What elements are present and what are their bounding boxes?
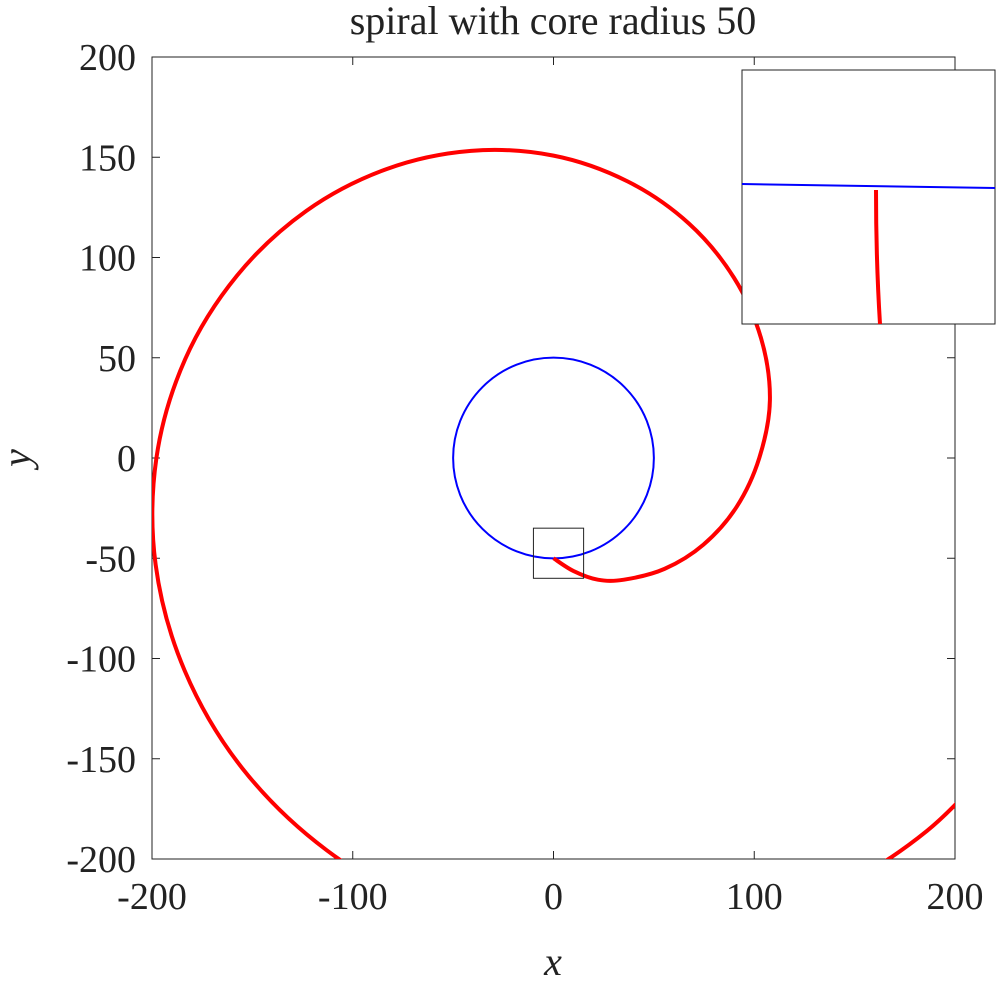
y-tick-label: -50 — [85, 538, 136, 580]
x-axis-label: x — [543, 939, 562, 981]
inset-spiral-segment — [874, 189, 882, 325]
y-tick-label: -150 — [66, 739, 136, 781]
x-tick-label: 200 — [927, 876, 984, 918]
inset — [741, 69, 996, 325]
y-axis-label: y — [0, 449, 39, 471]
x-tick-label: 0 — [544, 876, 563, 918]
chart-title: spiral with core radius 50 — [350, 0, 757, 43]
y-tick-label: 150 — [79, 137, 136, 179]
y-tick-label: -100 — [66, 639, 136, 681]
y-tick-label: 200 — [79, 37, 136, 79]
y-tick-label: 0 — [117, 438, 136, 480]
spiral-line — [152, 147, 955, 859]
x-tick-label: -200 — [117, 876, 187, 918]
inset-circle-segment — [741, 183, 996, 189]
y-tick-label: -200 — [66, 839, 136, 881]
x-tick-label: -100 — [318, 876, 388, 918]
inset-frame — [741, 69, 996, 325]
y-tick-label: 50 — [98, 338, 136, 380]
y-tick-label: 100 — [79, 238, 136, 280]
x-tick-label: 100 — [726, 876, 783, 918]
zoom-box — [532, 527, 585, 579]
